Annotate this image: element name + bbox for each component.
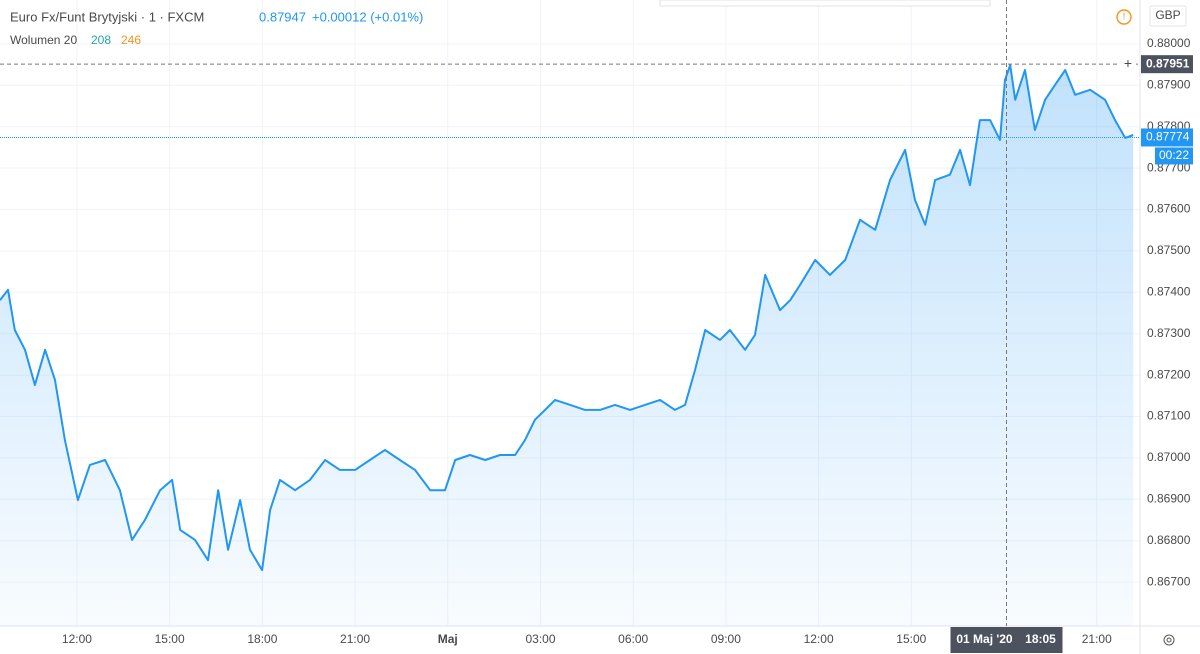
countdown-box	[1155, 147, 1193, 165]
crosshair-time: 18:05	[1025, 632, 1056, 646]
y-tick-label: 0.87100	[1147, 409, 1191, 423]
y-tick-label: 0.87400	[1147, 284, 1191, 298]
toolbar-edge	[659, 0, 991, 7]
x-tick-label: 21:00	[340, 632, 370, 646]
symbol[interactable]: Euro Fx/Funt Brytyjski · 1 · FXCM	[10, 9, 204, 24]
y-tick-label: 0.87600	[1147, 202, 1191, 216]
y-tick-label: 0.86800	[1147, 533, 1191, 547]
x-tick-label: 15:00	[155, 632, 185, 646]
volume-down: 246	[121, 33, 141, 47]
y-tick-label: 0.87000	[1147, 450, 1191, 464]
last-price-box	[1141, 128, 1193, 147]
price-line	[0, 64, 1134, 572]
x-tick-label: 06:00	[618, 632, 648, 646]
change: +0.00012 (+0.01%)	[312, 9, 423, 24]
crosshair-y-label: 0.87951	[1146, 56, 1190, 70]
crosshair-x-box	[950, 627, 1063, 653]
y-tick-label: 0.86700	[1147, 574, 1191, 588]
y-tick-label: 0.86900	[1147, 491, 1191, 505]
y-tick-label: 0.87500	[1147, 243, 1191, 257]
countdown: 00:22	[1159, 148, 1189, 162]
volume-label[interactable]: Wolumen 20	[10, 33, 77, 47]
crosshair-date: 01 Maj '20	[956, 632, 1013, 646]
settings-icon[interactable]	[1163, 634, 1175, 646]
x-tick-label: 12:00	[804, 632, 834, 646]
volume-up: 208	[91, 33, 111, 47]
currency: GBP	[1155, 8, 1180, 22]
x-tick-label: 18:00	[247, 632, 277, 646]
x-tick-label: 21:00	[1082, 632, 1112, 646]
crosshair-y-box	[1141, 55, 1193, 74]
x-tick-label: 15:00	[896, 632, 926, 646]
y-tick-label: 0.88000	[1147, 36, 1191, 50]
crosshair-plus	[1120, 56, 1136, 73]
y-tick-label: 0.87200	[1147, 367, 1191, 381]
alert-icon-glyph: !	[1123, 12, 1126, 23]
currency-box[interactable]	[1149, 5, 1187, 27]
last-price-label: 0.87774	[1146, 130, 1190, 144]
x-tick-label: 09:00	[711, 632, 741, 646]
x-tick-label: Maj	[438, 632, 458, 646]
area-fill	[0, 65, 1134, 626]
x-tick-label: 03:00	[525, 632, 555, 646]
plot	[0, 64, 1134, 626]
y-tick-label: 0.87300	[1147, 326, 1191, 340]
x-tick-label: 12:00	[62, 632, 92, 646]
crosshair-plus-glyph: +	[1124, 55, 1132, 71]
price: 0.87947	[259, 9, 306, 24]
alert-icon[interactable]	[1116, 9, 1132, 25]
y-tick-label: 0.87900	[1147, 77, 1191, 91]
